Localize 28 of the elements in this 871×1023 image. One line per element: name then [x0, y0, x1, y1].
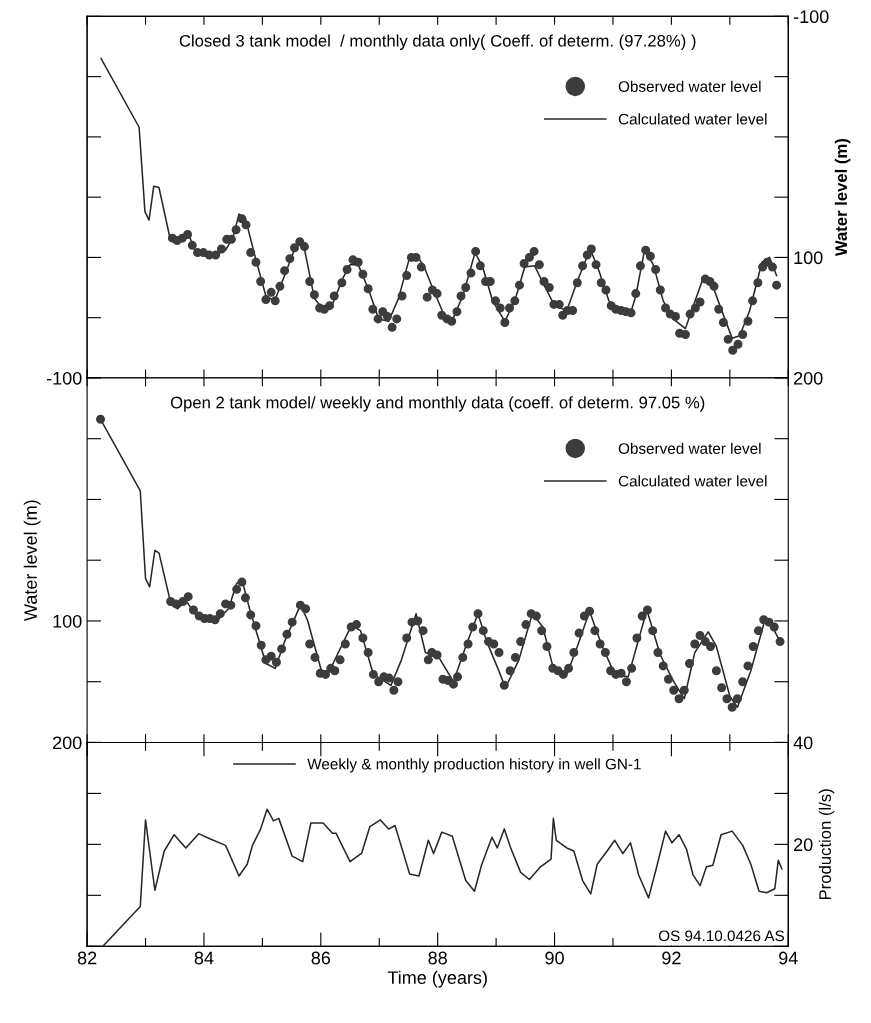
y-tick-label: -100	[46, 371, 82, 385]
x-tick-label: 86	[311, 951, 331, 965]
y-tick-label: 100	[53, 614, 82, 628]
x-tick-label: 94	[779, 951, 798, 965]
y2-tick-label: 100	[794, 251, 823, 265]
x-tick-label: 92	[662, 951, 681, 965]
y2-axis-title: Water level (m)	[834, 139, 851, 257]
x-tick-label: 82	[77, 951, 97, 965]
x-tick-label: 88	[428, 951, 447, 965]
y2-tick-label: -100	[793, 10, 829, 24]
annotation: OS 94.10.0426 AS	[658, 930, 785, 942]
x-tick-label: 90	[545, 951, 564, 965]
x-tick-label: 84	[194, 951, 214, 965]
legend-label: Calculated water level	[618, 113, 767, 125]
legend-label: Observed water level	[618, 80, 761, 92]
line-series	[102, 808, 783, 947]
x-axis-title: Time (years)	[387, 970, 487, 988]
legend-label: Calculated water level	[618, 475, 767, 487]
text: Open 2 tank model/ weekly and monthly data (coeff. of determ. 97.05 %)	[170, 396, 705, 412]
legend-label: Observed water level	[618, 442, 761, 454]
y2-tick-label: 200	[794, 371, 823, 385]
y2-tick-label: 40	[793, 736, 813, 750]
legend-label: Weekly & monthly production history in well GN-1	[307, 758, 641, 773]
y-tick-label: 200	[53, 736, 82, 750]
y2-tick-label: 20	[794, 838, 813, 852]
y2-axis-title: Production (l/s)	[818, 789, 835, 900]
text: Closed 3 tank model / monthly data only( Coeff. of determ. (97.28%) )	[179, 34, 696, 50]
y-axis-title: Water level (m)	[23, 500, 41, 621]
